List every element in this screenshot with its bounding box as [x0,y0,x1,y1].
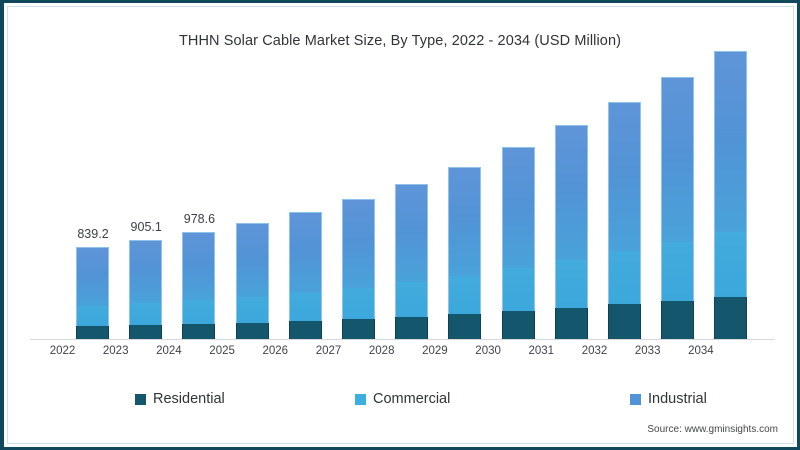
bar-segment-residential[interactable] [395,316,429,340]
bar-segment-industrial[interactable] [714,50,748,233]
bar-segment-residential[interactable] [448,314,482,340]
bar-segment-residential[interactable] [554,307,588,340]
plot-area: 839.2 905.1 978.6 [30,50,775,340]
bar-column[interactable] [554,125,588,340]
x-axis-tick-2030: 2030 [475,345,501,357]
bar-segment-industrial[interactable] [288,211,322,293]
bar-column[interactable]: 905.1 [129,220,163,340]
bar-segment-industrial[interactable] [235,222,269,297]
bar-segment-commercial[interactable] [661,242,695,301]
legend-item-industrial[interactable]: Industrial [630,391,707,407]
bar-segment-industrial[interactable] [76,247,109,306]
bar-segment-residential[interactable] [714,296,748,340]
bar-segment-commercial[interactable] [395,282,429,317]
bar-segment-commercial[interactable] [76,305,109,327]
bar-value-label: 839.2 [77,227,109,242]
bar-segment-residential[interactable] [235,322,269,340]
x-axis-tick-2025: 2025 [209,345,235,357]
x-axis-tick-2028: 2028 [368,345,395,357]
frame-inner-line-bottom [7,443,794,444]
bar-column[interactable]: 978.6 [182,212,216,340]
legend-swatch-icon [135,393,146,405]
frame-inner-line-top [7,6,794,7]
bar-segment-residential[interactable] [288,321,322,340]
bar-segment-industrial[interactable] [501,147,535,269]
x-axis-line [30,339,775,340]
x-axis-tick-2023: 2023 [102,345,129,357]
x-axis-tick-2027: 2027 [315,345,342,357]
x-axis-tick-2033: 2033 [634,345,661,357]
bar-segment-industrial[interactable] [395,183,429,283]
bar-segment-residential[interactable] [501,311,535,340]
bar-segment-industrial[interactable] [608,101,641,252]
frame-border-right [797,0,800,450]
bar-segment-commercial[interactable] [342,287,375,320]
bar-segment-commercial[interactable] [182,300,216,324]
bar-column[interactable]: 839.2 [76,227,109,340]
bar-column[interactable] [288,211,322,340]
frame-inner-line-right [793,6,794,444]
bar-segment-residential[interactable] [182,324,216,340]
bar-segment-industrial[interactable] [661,76,695,243]
legend-swatch-icon [355,393,366,405]
legend-item-residential[interactable]: Residential [135,391,225,407]
chart-legend: Residential Commercial Industrial [30,391,770,415]
bar-segment-commercial[interactable] [608,251,641,305]
bar-segment-commercial[interactable] [554,260,588,308]
bar-column[interactable] [608,101,641,340]
legend-label: Residential [153,391,225,407]
bar-segment-industrial[interactable] [129,240,163,304]
bar-column[interactable] [342,199,375,340]
bar-value-label: 978.6 [183,211,216,226]
bar-segment-residential[interactable] [608,304,641,340]
bar-segment-commercial[interactable] [501,268,535,312]
x-axis-tick-2024: 2024 [156,345,182,357]
bar-segment-residential[interactable] [342,319,375,340]
frame-inner-line-left [7,6,8,444]
legend-label: Industrial [648,391,707,407]
x-axis-tick-2031: 2031 [528,345,555,357]
bar-column[interactable] [661,76,695,340]
source-credit: Source: www.gminsights.com [647,424,778,435]
frame-border-top [0,0,800,3]
bar-column[interactable] [395,183,429,340]
bar-segment-residential[interactable] [129,325,163,340]
x-axis-tick-2026: 2026 [262,345,289,357]
bar-column[interactable] [501,147,535,340]
bar-segment-commercial[interactable] [714,232,748,297]
legend-swatch-icon [630,393,641,405]
bar-segment-commercial[interactable] [235,296,269,323]
bar-column[interactable] [235,222,269,340]
bar-column[interactable] [714,50,748,340]
bar-segment-industrial[interactable] [182,231,216,301]
bar-segment-residential[interactable] [661,300,695,340]
bar-segment-industrial[interactable] [448,166,482,276]
bar-segment-industrial[interactable] [554,125,588,261]
x-axis-tick-2032: 2032 [581,345,608,357]
bar-value-label: 905.1 [130,220,162,235]
bar-segment-residential[interactable] [76,326,109,340]
x-axis-tick-2029: 2029 [422,345,448,357]
frame-border-left [0,0,4,450]
bar-column[interactable] [448,166,482,340]
legend-item-commercial[interactable]: Commercial [355,391,450,407]
x-axis-tick-2022: 2022 [49,345,76,357]
bar-segment-commercial[interactable] [288,292,322,322]
chart-title: THHN Solar Cable Market Size, By Type, 2… [178,33,622,49]
x-axis-tick-2034: 2034 [688,345,714,357]
bar-segment-industrial[interactable] [342,199,375,288]
legend-label: Commercial [373,391,451,407]
bar-segment-commercial[interactable] [448,275,482,315]
bar-segment-commercial[interactable] [129,303,163,326]
frame-border-bottom [0,447,800,450]
